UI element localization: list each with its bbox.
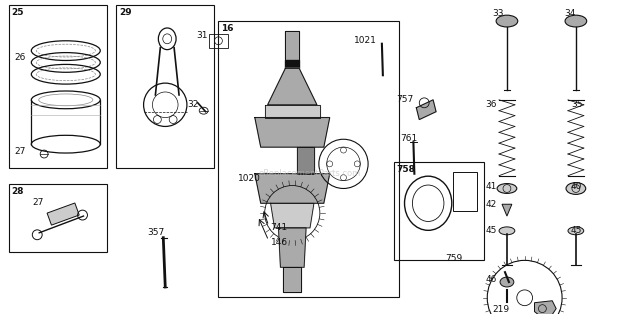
Ellipse shape <box>496 15 518 27</box>
Polygon shape <box>268 68 317 105</box>
Text: 27: 27 <box>32 198 43 207</box>
Polygon shape <box>297 147 314 174</box>
Text: 29: 29 <box>119 8 131 17</box>
Text: 758: 758 <box>397 165 415 174</box>
Polygon shape <box>417 100 436 120</box>
Bar <box>116 5 215 168</box>
Polygon shape <box>255 118 330 147</box>
Polygon shape <box>283 267 301 292</box>
Text: 32: 32 <box>187 100 198 109</box>
Polygon shape <box>534 301 556 315</box>
Text: 219: 219 <box>492 305 509 314</box>
Polygon shape <box>502 204 512 216</box>
Text: 33: 33 <box>492 9 503 18</box>
Text: 1021: 1021 <box>354 36 377 45</box>
Text: 26: 26 <box>15 53 26 61</box>
Polygon shape <box>265 105 320 118</box>
Text: 36: 36 <box>485 100 497 109</box>
Text: 741: 741 <box>270 223 288 232</box>
Ellipse shape <box>497 184 517 193</box>
Text: eReplacementParts.com: eReplacementParts.com <box>259 169 361 178</box>
Text: 761: 761 <box>401 134 418 143</box>
Text: 46: 46 <box>485 275 497 284</box>
Text: 759: 759 <box>445 255 462 263</box>
Polygon shape <box>270 203 314 228</box>
Text: 45: 45 <box>571 226 582 235</box>
Bar <box>218 21 399 297</box>
Text: 357: 357 <box>148 228 165 237</box>
Text: 41: 41 <box>485 182 497 191</box>
Ellipse shape <box>568 227 584 235</box>
Ellipse shape <box>500 277 514 287</box>
Text: 16: 16 <box>221 24 234 33</box>
Text: 35: 35 <box>571 100 582 109</box>
Bar <box>9 5 107 168</box>
Text: 34: 34 <box>564 9 575 18</box>
Polygon shape <box>278 228 306 267</box>
Polygon shape <box>285 31 299 61</box>
Bar <box>394 162 484 260</box>
Polygon shape <box>285 61 299 68</box>
Ellipse shape <box>499 227 515 235</box>
Bar <box>9 184 107 252</box>
Text: 27: 27 <box>15 147 26 156</box>
Text: 31: 31 <box>197 31 208 40</box>
Text: 45: 45 <box>485 226 497 235</box>
Text: 25: 25 <box>12 8 24 17</box>
Text: 28: 28 <box>12 186 24 196</box>
Polygon shape <box>255 174 330 203</box>
Text: 42: 42 <box>485 200 497 209</box>
Bar <box>453 172 477 211</box>
Ellipse shape <box>566 183 586 194</box>
Text: 1020: 1020 <box>238 174 261 183</box>
Bar <box>208 34 228 48</box>
Ellipse shape <box>565 15 587 27</box>
Text: 40: 40 <box>571 182 582 191</box>
Text: 146: 146 <box>270 238 288 247</box>
Bar <box>47 203 79 225</box>
Text: 757: 757 <box>397 95 414 104</box>
